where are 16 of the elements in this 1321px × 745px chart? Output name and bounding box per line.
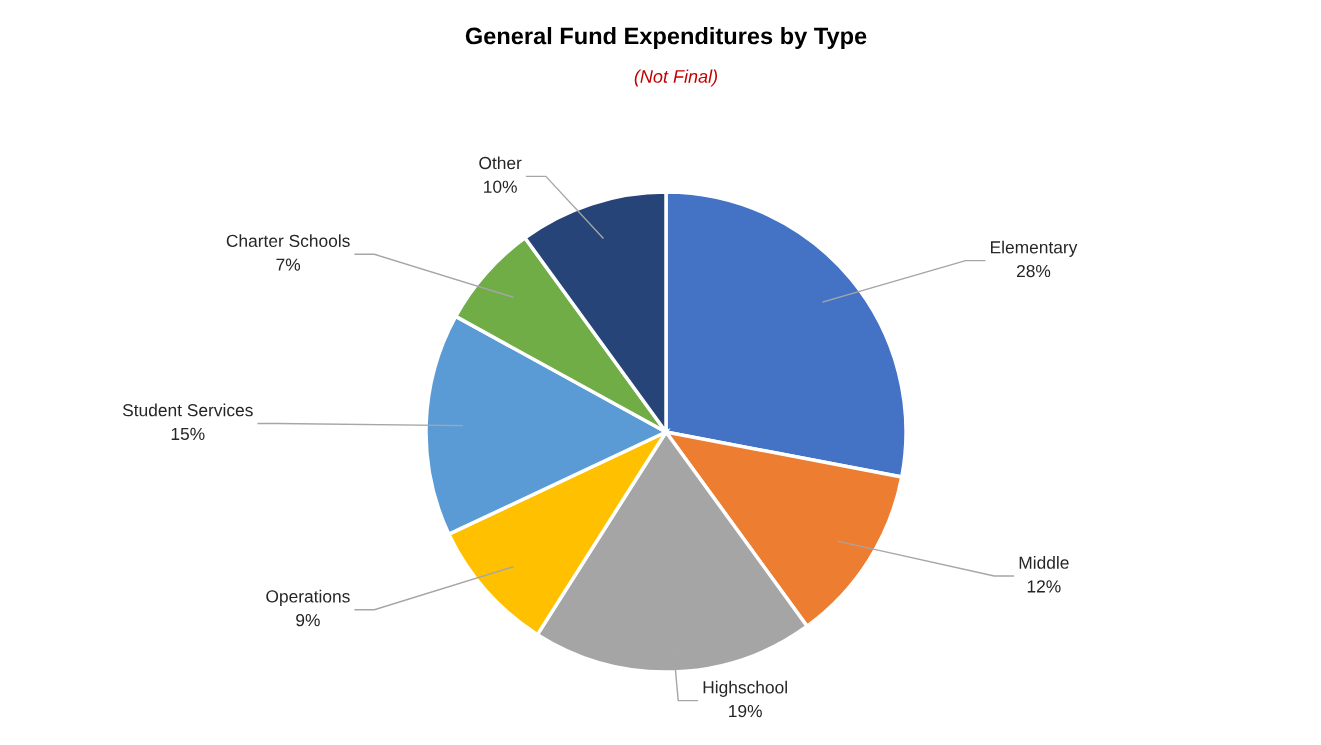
data-label: 10% <box>484 180 517 193</box>
data-label: 12% <box>1027 580 1061 593</box>
data-label: 9% <box>296 613 320 627</box>
data-label: 15% <box>171 427 205 441</box>
data-label: 28% <box>1016 264 1051 278</box>
data-label: 7% <box>276 258 301 271</box>
slice-label: Elementary <box>991 240 1078 257</box>
slice-label: Other <box>479 156 522 170</box>
slice-label: Charter Schools <box>226 234 350 248</box>
slice-label: Student Services <box>122 403 253 417</box>
data-label: 19% <box>729 704 762 718</box>
slice-label: Operations <box>266 589 350 606</box>
slice-label: Middle <box>1019 556 1069 569</box>
chart-subtitle: (Not Final) <box>634 69 718 87</box>
slice-label: Highschool <box>703 680 787 697</box>
chart-title: General Fund Expenditures by Type <box>465 27 867 49</box>
